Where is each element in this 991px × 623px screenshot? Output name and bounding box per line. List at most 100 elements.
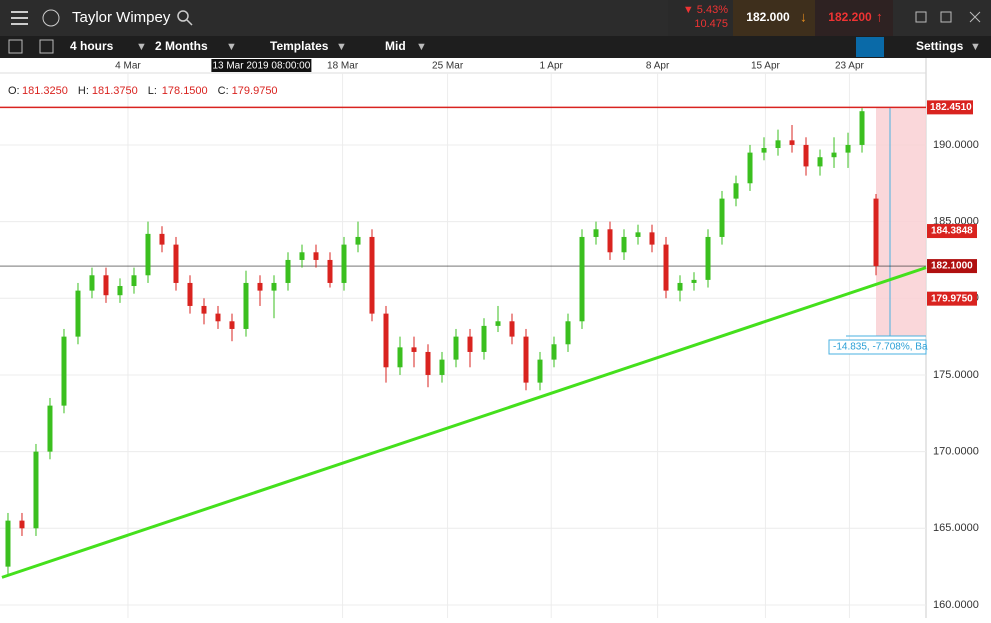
search-icon-handle xyxy=(186,19,193,26)
ohlc-readout: O: 181.3250 H: 181.3750 L: 178.1500 C: 179.9750 xyxy=(8,85,278,97)
price-tag-label: 182.4510 xyxy=(930,102,972,113)
y-tick-label: 165.0000 xyxy=(933,522,979,534)
candle-body xyxy=(355,236,361,245)
candle-body xyxy=(635,232,641,237)
readout-key: H: xyxy=(78,85,89,97)
sell-arrow: ↓ xyxy=(800,9,807,25)
candle-body xyxy=(691,279,697,283)
candle-body xyxy=(173,244,179,283)
link-icon[interactable] xyxy=(42,9,60,27)
readout-value: 178.1500 xyxy=(162,85,208,97)
instrument-title: Taylor Wimpey xyxy=(72,9,171,26)
price-tag-label: 182.1000 xyxy=(931,261,973,272)
layout-icon[interactable] xyxy=(39,39,54,54)
candle-body xyxy=(5,520,11,567)
menu-button[interactable] xyxy=(11,11,28,25)
toolbar xyxy=(0,36,991,58)
list-icon[interactable] xyxy=(8,39,23,54)
buy-arrow: ↑ xyxy=(876,9,883,25)
measure-box xyxy=(828,339,927,355)
x-tick-label: 23 Apr xyxy=(835,61,865,72)
candle-body xyxy=(159,233,165,245)
candle-body xyxy=(285,259,291,283)
candle-body xyxy=(131,275,137,287)
candle-body xyxy=(747,152,753,184)
readout-key: C: xyxy=(218,85,229,97)
candle-body xyxy=(467,336,473,352)
candle-body xyxy=(663,244,669,291)
candle-body xyxy=(775,140,781,149)
dropdown-arrows: ▼ ▼ ▼ ▼ ▼ xyxy=(136,41,981,53)
price-tag xyxy=(927,259,977,274)
candle-body xyxy=(705,236,711,280)
candle-body xyxy=(369,236,375,314)
candle-body xyxy=(33,451,39,529)
search-icon[interactable] xyxy=(177,10,189,22)
candle-body xyxy=(719,198,725,237)
candle-body xyxy=(229,321,235,329)
candle-body xyxy=(859,111,865,145)
candle-body xyxy=(327,259,333,283)
price-axis xyxy=(926,58,991,618)
candle-body xyxy=(593,229,599,237)
candle-body xyxy=(621,236,627,253)
change-abs: 10.475 xyxy=(694,18,728,30)
x-tick-label: 4 Mar xyxy=(115,61,141,72)
candle-body xyxy=(565,321,571,345)
candle-body xyxy=(481,325,487,352)
readout-value: 181.3750 xyxy=(92,85,138,97)
candle-body xyxy=(257,282,263,291)
trendline xyxy=(1,266,927,579)
x-tick-label: 8 Apr xyxy=(646,61,670,72)
candle-body xyxy=(299,252,305,260)
candle-body xyxy=(523,336,529,383)
candle-body xyxy=(649,232,655,245)
candle-body xyxy=(117,286,123,296)
sell-button[interactable] xyxy=(733,0,815,36)
candle-body xyxy=(341,244,347,283)
interval-select[interactable]: 4 hours xyxy=(70,39,114,53)
settings-button[interactable]: Settings xyxy=(916,39,964,53)
candle-body xyxy=(607,229,613,253)
y-tick-label: 175.0000 xyxy=(933,369,979,381)
price-tag xyxy=(927,224,977,239)
change-box xyxy=(668,0,733,36)
y-tick-label: 190.0000 xyxy=(933,139,979,151)
crosshair-label-box xyxy=(211,59,312,72)
price-mode-select[interactable]: Mid xyxy=(385,39,406,53)
y-tick-label: 170.0000 xyxy=(933,446,979,458)
price-tag xyxy=(927,291,977,306)
change-pct: ▼ 5.43% xyxy=(683,4,728,16)
active-tool[interactable] xyxy=(856,37,884,57)
candle-body xyxy=(579,236,585,322)
window-icons[interactable] xyxy=(915,11,981,23)
candle-body xyxy=(313,252,319,260)
x-tick-label: 18 Mar xyxy=(327,61,359,72)
crosshair-label: 13 Mar 2019 08:00:00 xyxy=(212,61,310,72)
candle-body xyxy=(551,344,557,360)
readout-value: 179.9750 xyxy=(232,85,278,97)
candle-body xyxy=(761,148,767,153)
price-tag-label: 184.3848 xyxy=(931,226,973,237)
candle-body xyxy=(677,282,683,291)
x-tick-label: 15 Apr xyxy=(751,61,781,72)
candle-body xyxy=(61,336,67,406)
buy-price: 182.200 xyxy=(828,10,872,24)
price-tag xyxy=(927,100,973,115)
svg-text:▼: ▼ xyxy=(136,41,147,53)
candle-body xyxy=(495,321,501,326)
svg-text:▼: ▼ xyxy=(970,41,981,53)
measure-area xyxy=(876,107,926,336)
candle-body xyxy=(845,144,851,153)
templates-select[interactable]: Templates xyxy=(270,39,329,53)
candle-body xyxy=(817,157,823,167)
candle-body xyxy=(425,351,431,375)
range-select[interactable]: 2 Months xyxy=(155,39,208,53)
candle-body xyxy=(537,359,543,383)
candle-body xyxy=(453,336,459,360)
buy-button[interactable] xyxy=(815,0,893,36)
measure-label: -14.835, -7.708%, Ba xyxy=(833,342,928,353)
candle-body xyxy=(103,275,109,296)
candle-body xyxy=(509,321,515,337)
